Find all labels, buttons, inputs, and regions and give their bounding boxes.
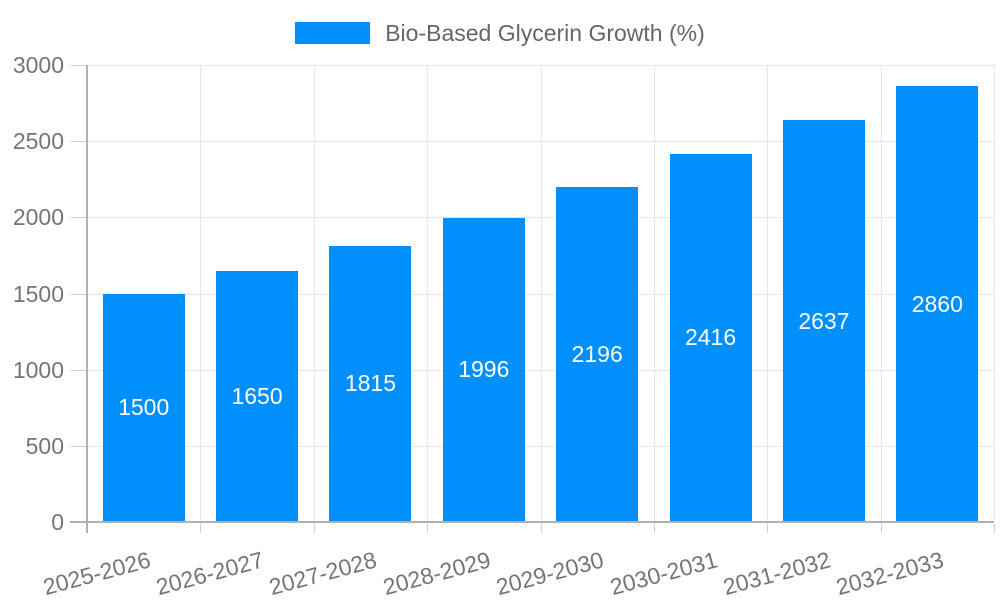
y-tick [71, 445, 87, 447]
bar[interactable]: 1500 [102, 293, 185, 522]
bar[interactable]: 1815 [329, 245, 412, 522]
x-axis-line [70, 521, 994, 523]
x-tick [313, 524, 315, 533]
x-gridline [200, 65, 202, 522]
y-axis-tick-label: 0 [51, 509, 64, 535]
bar[interactable]: 2637 [782, 120, 865, 522]
bar-value-label: 2637 [798, 307, 850, 334]
bar-value-label: 2860 [911, 290, 963, 317]
y-axis-tick-label: 1000 [12, 356, 64, 383]
legend-label: Bio-Based Glycerin Growth (%) [385, 20, 705, 46]
x-tick [427, 524, 429, 533]
bar[interactable]: 1650 [216, 270, 299, 522]
y-axis-tick-label: 3000 [12, 52, 64, 78]
y-tick [71, 65, 87, 66]
x-gridline [767, 65, 769, 522]
y-axis-tick-label: 1500 [12, 280, 64, 307]
y-tick [71, 293, 87, 295]
legend-swatch [295, 22, 371, 44]
x-gridline [313, 65, 315, 522]
x-gridline [427, 65, 429, 522]
y-axis-tick-label: 2500 [12, 128, 64, 155]
x-tick [880, 524, 882, 533]
bar-value-label: 2416 [684, 324, 737, 351]
x-tick [994, 524, 995, 533]
y-axis-tick-label: 2000 [12, 204, 64, 231]
x-gridline [880, 65, 882, 522]
x-tick [540, 524, 542, 533]
y-tick [71, 369, 87, 371]
y-axis-tick-label: 500 [25, 432, 64, 459]
bar[interactable]: 2860 [896, 86, 979, 522]
bar[interactable]: 2416 [669, 153, 752, 522]
bar-value-label: 2196 [571, 341, 623, 368]
y-axis-line [86, 65, 88, 533]
x-tick [767, 524, 769, 533]
x-gridline [653, 65, 655, 522]
x-tick [653, 524, 655, 533]
bar-value-label: 1815 [344, 370, 397, 397]
bar[interactable]: 1996 [442, 217, 525, 522]
x-gridline [540, 65, 542, 522]
legend-item[interactable]: Bio-Based Glycerin Growth (%) [0, 20, 1000, 46]
x-gridline [994, 65, 995, 522]
bar-value-label: 1996 [458, 356, 510, 383]
x-tick [200, 524, 202, 533]
bar-value-label: 1650 [231, 382, 283, 409]
bar[interactable]: 2196 [556, 187, 639, 522]
y-tick [71, 141, 87, 143]
bar-value-label: 1500 [118, 394, 170, 421]
y-tick [71, 217, 87, 219]
